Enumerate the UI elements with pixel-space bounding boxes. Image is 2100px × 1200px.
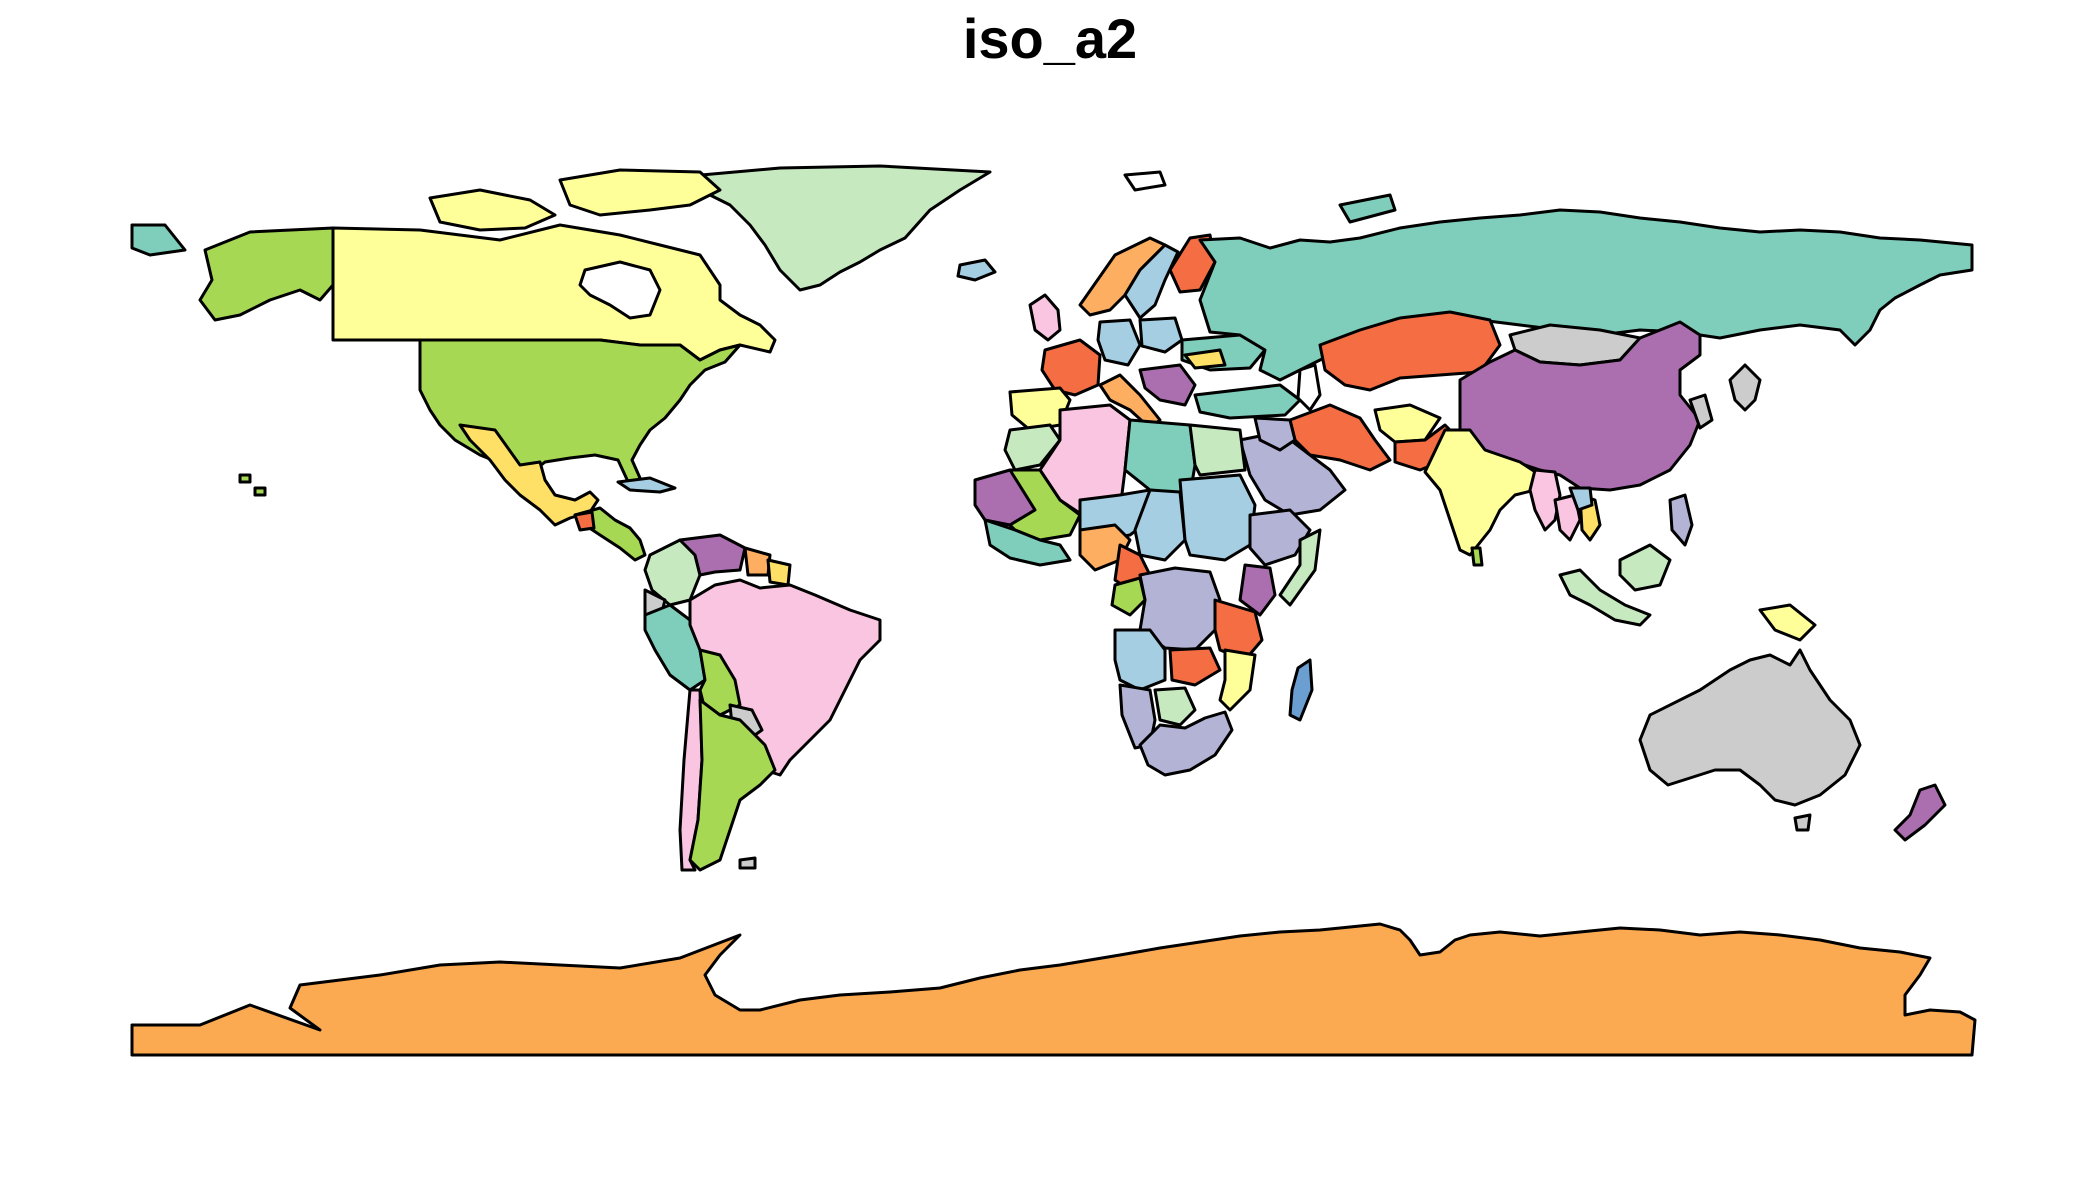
country-greenland (688, 164, 992, 292)
country-svalbard (1123, 170, 1167, 192)
country-balkans (1138, 363, 1197, 407)
country-guyana (743, 546, 772, 577)
caspian-sea (1296, 363, 1322, 412)
country-mexico (458, 423, 600, 527)
country-germany (1096, 318, 1142, 367)
country-kenya (1238, 563, 1277, 617)
country-suriname (766, 558, 792, 587)
country-sudan (1178, 473, 1257, 562)
country-madagascar (1288, 658, 1314, 722)
country-congo (1110, 576, 1147, 617)
country-new-zealand (1893, 783, 1947, 842)
country-argentina (688, 698, 777, 872)
country-china (1458, 320, 1702, 492)
country-iraq (1253, 416, 1297, 452)
country-mali (1008, 468, 1082, 542)
country-egypt (1188, 423, 1247, 477)
country-canada-islands (428, 188, 557, 232)
country-australia (1638, 648, 1862, 807)
country-turkey (1193, 383, 1302, 420)
country-guatemala (573, 510, 596, 532)
country-borneo (1618, 543, 1672, 592)
country-russia-chukotka (130, 223, 187, 257)
country-mozambique (1218, 648, 1257, 712)
country-novaya-zemlya (1338, 193, 1397, 224)
country-usa (418, 338, 742, 488)
island-hawaii (238, 473, 252, 484)
country-saudi-arabia (1238, 430, 1347, 517)
country-angola (1113, 628, 1167, 692)
country-ethiopia (1248, 508, 1312, 567)
country-india (1423, 428, 1542, 557)
country-france (1040, 338, 1102, 397)
country-tasmania (1793, 813, 1812, 832)
region-antarctica (130, 922, 1977, 1057)
island-falklands (738, 856, 757, 870)
hudson-bay (578, 260, 662, 320)
country-morocco (1003, 423, 1062, 472)
country-botswana (1153, 686, 1197, 727)
country-indonesia (1558, 568, 1652, 627)
country-zambia (1168, 646, 1222, 687)
map-title: iso_a2 (962, 7, 1138, 70)
country-japan (1728, 363, 1762, 412)
country-venezuela (678, 533, 747, 577)
country-south-africa (1138, 710, 1234, 777)
country-poland (1138, 316, 1184, 354)
country-sri-lanka (1470, 546, 1484, 567)
country-iceland (956, 258, 997, 282)
country-uk (1028, 293, 1062, 342)
country-philippines (1668, 493, 1694, 547)
country-korea (1688, 393, 1714, 430)
country-drc (1138, 566, 1222, 652)
country-canada-islands (558, 168, 722, 217)
country-somalia (1278, 528, 1322, 607)
country-papua (1758, 603, 1817, 642)
country-usa-alaska (198, 226, 335, 322)
country-greece (1183, 348, 1227, 370)
country-myanmar (1528, 468, 1562, 532)
country-russia (1198, 208, 1974, 382)
country-laos (1568, 486, 1594, 512)
country-cuba (616, 476, 677, 494)
island-hawaii (253, 486, 267, 497)
country-west-africa (983, 518, 1072, 567)
